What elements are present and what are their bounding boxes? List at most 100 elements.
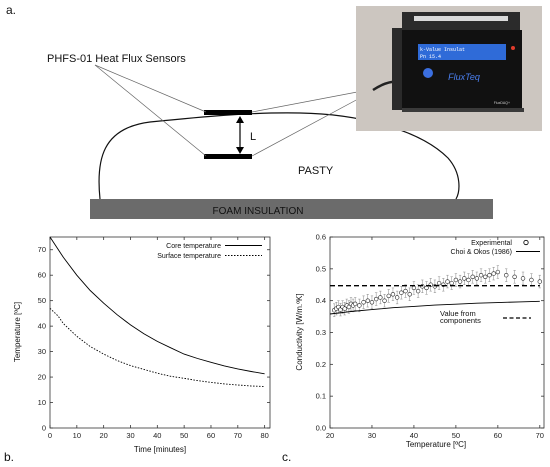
chart-c-data-point bbox=[445, 279, 450, 284]
legend-experimental-label: Experimental bbox=[471, 240, 512, 247]
device-side bbox=[392, 28, 404, 110]
chart-c-data-point bbox=[457, 279, 463, 284]
chart-c-data-point bbox=[462, 276, 467, 281]
chart-c-data-point bbox=[411, 285, 417, 291]
chart-b-ytick-label: 50 bbox=[38, 296, 46, 305]
chart-c-data-point bbox=[361, 300, 366, 305]
chart-c-ytick-label: 0.5 bbox=[316, 264, 326, 273]
chart-c-xtick-label: 40 bbox=[410, 431, 418, 440]
panel-label-c: c. bbox=[282, 450, 291, 464]
chart-c-series bbox=[329, 265, 543, 317]
leader-line-bottom bbox=[94, 64, 207, 157]
lcd-screen bbox=[418, 44, 506, 60]
chart-c-data-point bbox=[453, 277, 459, 283]
chart-b-series-surface-temperature bbox=[49, 307, 265, 387]
chart-c-xtick-label: 30 bbox=[368, 431, 376, 440]
value-from-components-annotation: Value from components bbox=[440, 309, 531, 325]
chart-c-data-point bbox=[474, 276, 480, 281]
power-button-icon bbox=[423, 68, 433, 78]
chart-c-xtick-label: 20 bbox=[326, 431, 334, 440]
sample-label: PASTY bbox=[298, 165, 334, 177]
chart-c-data-point bbox=[478, 273, 484, 278]
cable-bottom bbox=[251, 90, 374, 157]
chart-b-ytick-label: 20 bbox=[38, 373, 46, 382]
lcd-line-1: k-Value Insulat bbox=[420, 47, 465, 53]
chart-b-xtick-label: 50 bbox=[180, 431, 188, 440]
chart-c-ytick-label: 0.0 bbox=[316, 424, 326, 433]
chart-c-data-point bbox=[365, 298, 370, 303]
chart-b-ytick-label: 30 bbox=[38, 347, 46, 356]
chart-b-xtick-label: 70 bbox=[234, 431, 242, 440]
chart-b: b. 0 10 20 30 40 50 60 70 80 0 10 20 30 40 50 60 70 Time… bbox=[4, 236, 271, 464]
chart-c-xlabel: Temperature [ºC] bbox=[406, 440, 466, 449]
device-brand: FluxTeq bbox=[448, 72, 480, 82]
chart-c-data-point bbox=[487, 273, 492, 278]
chart-c-data-point bbox=[390, 292, 396, 297]
chart-b-xtick-label: 30 bbox=[126, 431, 134, 440]
chart-c-data-point bbox=[512, 274, 517, 279]
chart-b-legend: Core temperature Surface temperature bbox=[157, 243, 262, 260]
chart-c-data-point bbox=[537, 279, 543, 284]
chart-c-data-point bbox=[403, 288, 408, 294]
chart-b-ytick-label: 70 bbox=[38, 245, 46, 254]
chart-c-ylabel: Conductivity [W/m.ºK] bbox=[295, 293, 304, 370]
chart-c-ytick-label: 0.3 bbox=[316, 328, 326, 337]
foam-insulation-block bbox=[90, 199, 493, 219]
chart-c-data-point bbox=[495, 269, 501, 275]
top-sensor bbox=[204, 110, 252, 115]
chart-c-data-point bbox=[466, 277, 471, 283]
chart-b-ticks: 0 10 20 30 40 50 60 70 80 0 10 20 30 40 50 60 70 bbox=[38, 237, 270, 440]
chart-c-ytick-label: 0.6 bbox=[316, 233, 326, 242]
chart-c-data-point bbox=[369, 300, 375, 305]
device-brand-small: FluxDAQ+ bbox=[494, 101, 510, 105]
foam-insulation-label: FOAM INSULATION bbox=[213, 206, 304, 217]
chart-b-ytick-label: 0 bbox=[42, 424, 46, 433]
device-top bbox=[402, 12, 520, 32]
fluxteq-device-photo: k-Value Insulat Pn 15.4 FluxTeq FluxDAQ+ bbox=[356, 6, 542, 131]
chart-b-series-core-temperature bbox=[49, 236, 265, 375]
chart-c-data-point bbox=[399, 290, 404, 295]
chart-b-ytick-label: 60 bbox=[38, 271, 46, 280]
chart-c-data-point bbox=[470, 274, 475, 279]
chart-c-data-point bbox=[378, 295, 383, 300]
chart-c-data-point bbox=[483, 274, 488, 279]
chart-b-frame bbox=[49, 236, 271, 429]
chart-c-data-point bbox=[382, 298, 387, 303]
chart-b-ylabel: Temperature [ºC] bbox=[13, 302, 22, 362]
chart-c-xtick-label: 50 bbox=[452, 431, 460, 440]
chart-b-xtick-label: 10 bbox=[73, 431, 81, 440]
leader-line-top bbox=[94, 64, 207, 113]
sensors-label: PHFS-01 Heat Flux Sensors bbox=[47, 53, 186, 65]
distance-label: L bbox=[250, 131, 256, 143]
status-led-icon bbox=[511, 46, 515, 50]
legend-core-label: Core temperature bbox=[166, 243, 221, 250]
panel-label-a: a. bbox=[6, 3, 16, 17]
legend-choi-label: Choi & Okos (1986) bbox=[451, 249, 512, 256]
chart-c-frame bbox=[329, 236, 545, 429]
chart-b-xtick-label: 80 bbox=[260, 431, 268, 440]
chart-b-xtick-label: 0 bbox=[48, 431, 52, 440]
chart-c-data-point bbox=[436, 280, 442, 286]
chart-c-ytick-label: 0.2 bbox=[316, 360, 326, 369]
arrow-head-down bbox=[236, 147, 244, 154]
panel-label-b: b. bbox=[4, 450, 14, 464]
device-front bbox=[402, 30, 522, 110]
annotation-line-1: Value from bbox=[440, 309, 476, 318]
chart-b-xtick-label: 40 bbox=[153, 431, 161, 440]
chart-c-ytick-label: 0.4 bbox=[316, 296, 326, 305]
chart-c-legend: Experimental Choi & Okos (1986) bbox=[451, 239, 540, 256]
chart-b-xlabel: Time [minutes] bbox=[134, 445, 186, 454]
chart-c-data-point bbox=[504, 273, 509, 278]
chart-c-data-point bbox=[520, 276, 526, 281]
chart-b-xtick-label: 20 bbox=[99, 431, 107, 440]
chart-c-data-point bbox=[529, 277, 534, 283]
chart-c-data-point bbox=[373, 296, 379, 302]
device-bottom-edge bbox=[402, 108, 524, 112]
chart-c-data-point bbox=[491, 271, 496, 276]
legend-experimental-marker bbox=[523, 239, 529, 246]
chart-c-ticks: 20 30 40 50 60 70 0.0 0.1 0.2 0.3 0.4 0.5 0.6 bbox=[316, 233, 544, 440]
chart-b-ytick-label: 10 bbox=[38, 398, 46, 407]
chart-c-data-point bbox=[449, 280, 454, 286]
chart-c-data-point bbox=[357, 303, 362, 308]
